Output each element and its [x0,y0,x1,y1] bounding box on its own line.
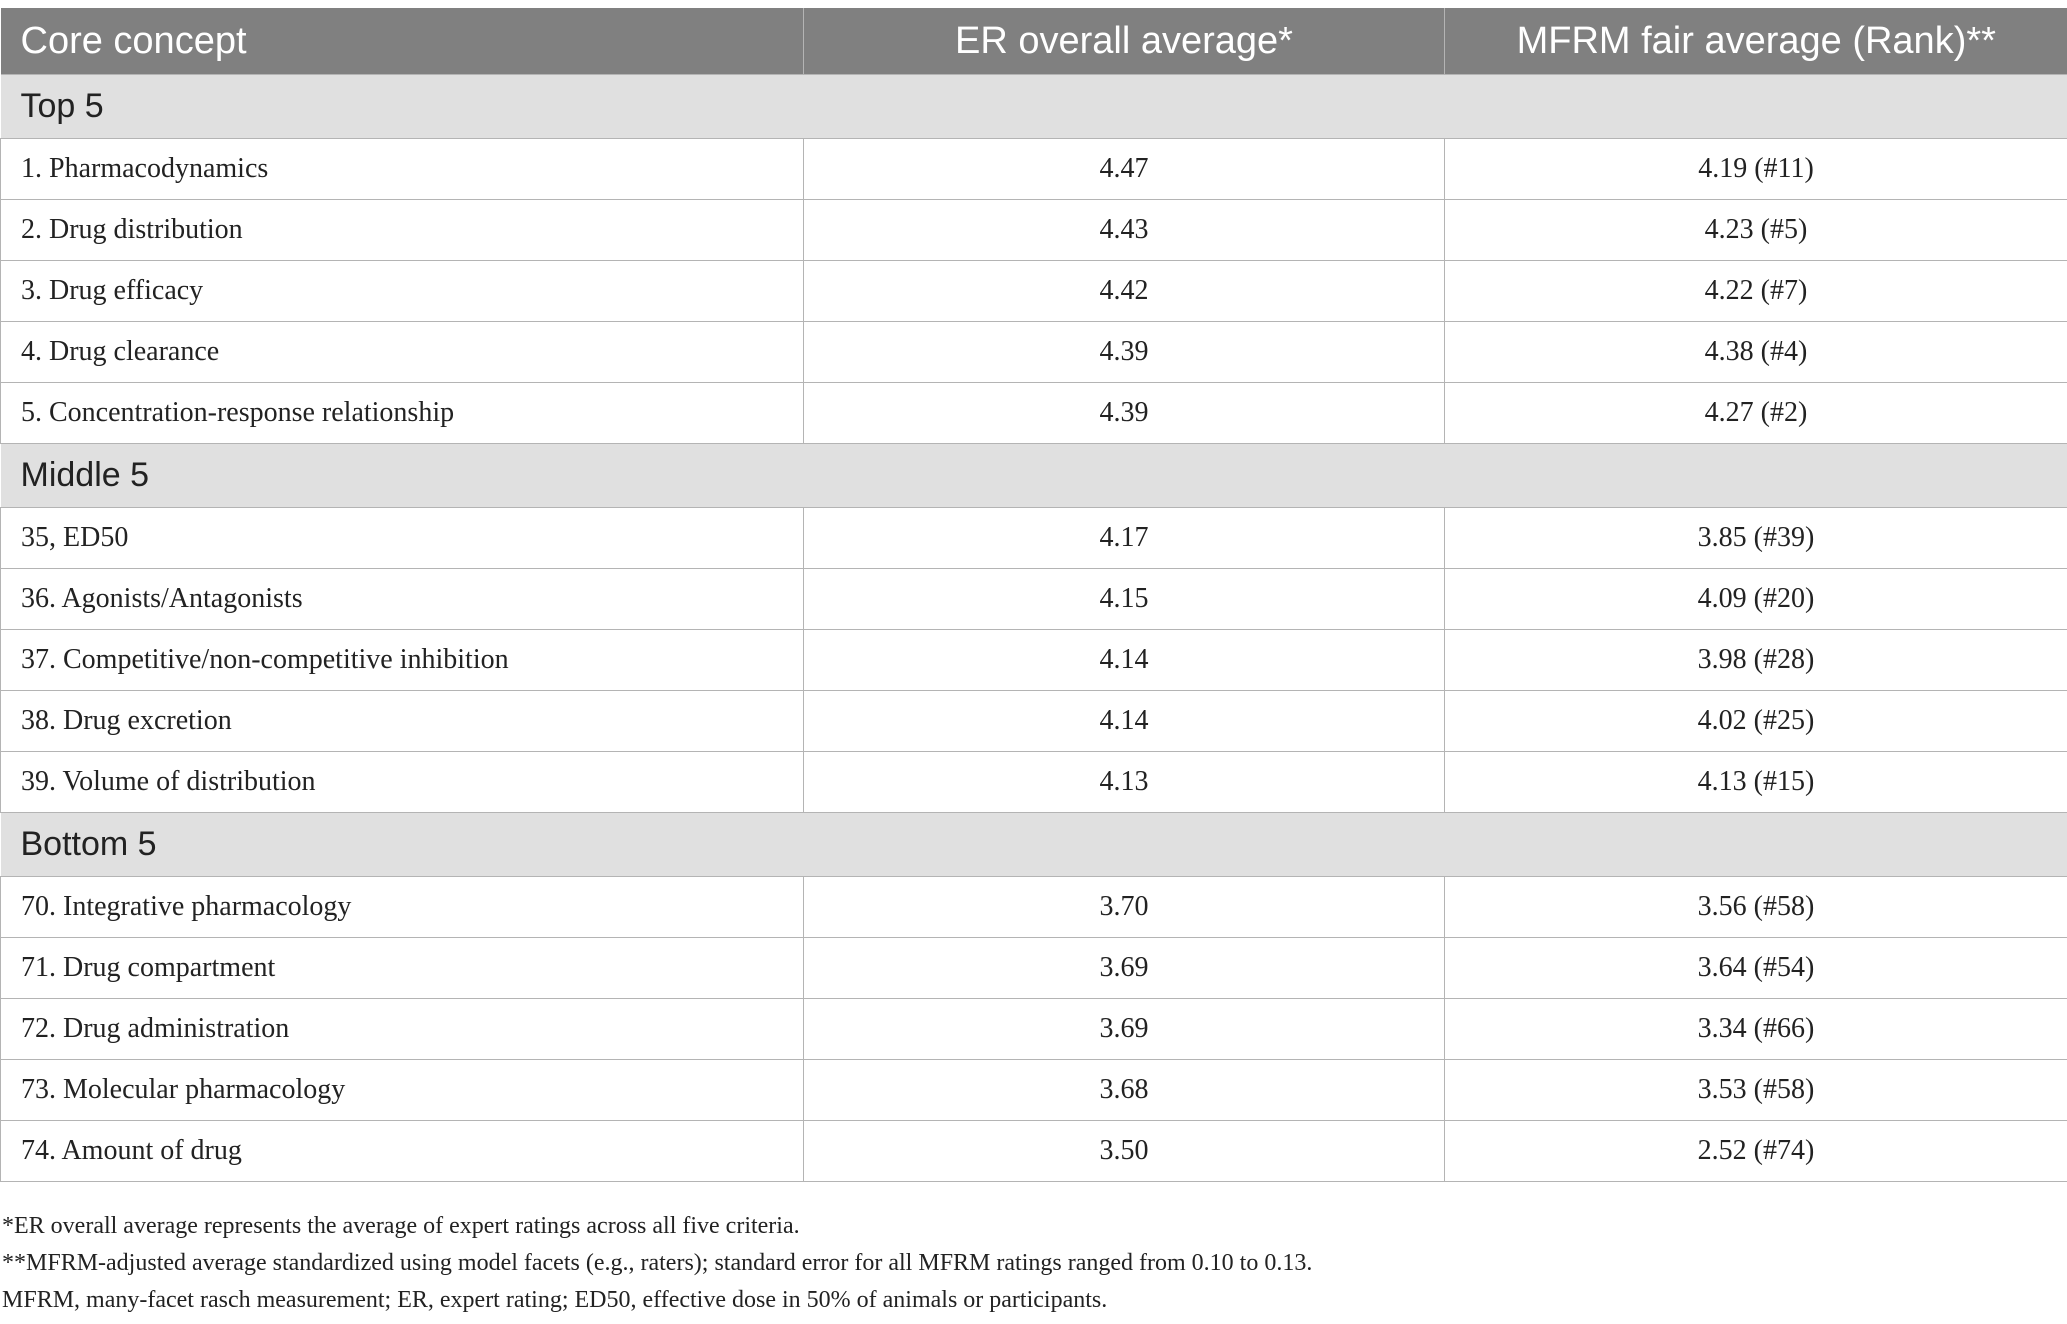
er-average-cell: 3.69 [803,937,1445,999]
table-row: 70. Integrative pharmacology 3.70 3.56 (… [0,876,2067,938]
table-row: 38. Drug excretion 4.14 4.02 (#25) [0,690,2067,752]
er-average-cell: 4.39 [803,321,1445,383]
mfrm-average-cell: 4.38 (#4) [1444,321,2067,383]
group-row-top-5: Top 5 [0,74,2067,139]
table-row: 4. Drug clearance 4.39 4.38 (#4) [0,321,2067,383]
mfrm-average-cell: 3.34 (#66) [1444,998,2067,1060]
header-mfrm-fair-average: MFRM fair average (Rank)** [1444,8,2067,75]
mfrm-average-cell: 4.09 (#20) [1444,568,2067,630]
group-row-bottom-5: Bottom 5 [0,812,2067,877]
table-row: 72. Drug administration 3.69 3.34 (#66) [0,998,2067,1060]
table-row: 39. Volume of distribution 4.13 4.13 (#1… [0,751,2067,813]
er-average-cell: 4.17 [803,507,1445,569]
concept-cell: 2. Drug distribution [0,199,804,261]
table-row: 73. Molecular pharmacology 3.68 3.53 (#5… [0,1059,2067,1121]
er-average-cell: 4.42 [803,260,1445,322]
er-average-cell: 4.14 [803,690,1445,752]
er-average-cell: 4.39 [803,382,1445,444]
concept-cell: 70. Integrative pharmacology [0,876,804,938]
concept-cell: 71. Drug compartment [0,937,804,999]
header-er-overall-average: ER overall average* [803,8,1445,75]
group-label: Top 5 [0,74,2067,139]
table-body: Top 5 1. Pharmacodynamics 4.47 4.19 (#11… [0,74,2067,1182]
mfrm-average-cell: 4.13 (#15) [1444,751,2067,813]
concept-cell: 5. Concentration-response relationship [0,382,804,444]
table-footnotes: *ER overall average represents the avera… [2,1208,1312,1319]
table-row: 37. Competitive/non-competitive inhibiti… [0,629,2067,691]
er-average-cell: 4.13 [803,751,1445,813]
mfrm-average-cell: 4.19 (#11) [1444,138,2067,200]
mfrm-average-cell: 4.22 (#7) [1444,260,2067,322]
er-average-cell: 3.50 [803,1120,1445,1182]
header-core-concept: Core concept [0,8,804,75]
concept-cell: 4. Drug clearance [0,321,804,383]
concept-cell: 37. Competitive/non-competitive inhibiti… [0,629,804,691]
group-label: Bottom 5 [0,812,2067,877]
mfrm-average-cell: 3.85 (#39) [1444,507,2067,569]
mfrm-average-cell: 3.98 (#28) [1444,629,2067,691]
mfrm-average-cell: 3.56 (#58) [1444,876,2067,938]
concept-cell: 36. Agonists/Antagonists [0,568,804,630]
mfrm-average-cell: 2.52 (#74) [1444,1120,2067,1182]
table-row: 35, ED50 4.17 3.85 (#39) [0,507,2067,569]
er-average-cell: 4.47 [803,138,1445,200]
concept-cell: 1. Pharmacodynamics [0,138,804,200]
er-average-cell: 3.70 [803,876,1445,938]
footnote-er-average: *ER overall average represents the avera… [2,1213,800,1239]
er-average-cell: 4.43 [803,199,1445,261]
footnote-abbreviations: MFRM, many-facet rasch measurement; ER, … [2,1287,1108,1313]
er-average-cell: 4.14 [803,629,1445,691]
table-row: 71. Drug compartment 3.69 3.64 (#54) [0,937,2067,999]
table-row: 2. Drug distribution 4.43 4.23 (#5) [0,199,2067,261]
table-row: 3. Drug efficacy 4.42 4.22 (#7) [0,260,2067,322]
core-concepts-table: Core concept ER overall average* MFRM fa… [0,8,2067,1182]
group-row-middle-5: Middle 5 [0,443,2067,508]
header-row: Core concept ER overall average* MFRM fa… [0,8,2067,75]
mfrm-average-cell: 3.64 (#54) [1444,937,2067,999]
group-label: Middle 5 [0,443,2067,508]
table-row: 5. Concentration-response relationship 4… [0,382,2067,444]
concept-cell: 74. Amount of drug [0,1120,804,1182]
table-header: Core concept ER overall average* MFRM fa… [0,8,2067,75]
mfrm-average-cell: 4.02 (#25) [1444,690,2067,752]
er-average-cell: 3.68 [803,1059,1445,1121]
concept-cell: 38. Drug excretion [0,690,804,752]
core-concepts-table-container: Core concept ER overall average* MFRM fa… [0,8,2067,1182]
concept-cell: 35, ED50 [0,507,804,569]
concept-cell: 73. Molecular pharmacology [0,1059,804,1121]
mfrm-average-cell: 4.27 (#2) [1444,382,2067,444]
concept-cell: 3. Drug efficacy [0,260,804,322]
mfrm-average-cell: 4.23 (#5) [1444,199,2067,261]
table-row: 74. Amount of drug 3.50 2.52 (#74) [0,1120,2067,1182]
table-row: 1. Pharmacodynamics 4.47 4.19 (#11) [0,138,2067,200]
table-row: 36. Agonists/Antagonists 4.15 4.09 (#20) [0,568,2067,630]
er-average-cell: 4.15 [803,568,1445,630]
er-average-cell: 3.69 [803,998,1445,1060]
concept-cell: 72. Drug administration [0,998,804,1060]
mfrm-average-cell: 3.53 (#58) [1444,1059,2067,1121]
concept-cell: 39. Volume of distribution [0,751,804,813]
footnote-mfrm-adjusted: **MFRM-adjusted average standardized usi… [2,1250,1313,1276]
